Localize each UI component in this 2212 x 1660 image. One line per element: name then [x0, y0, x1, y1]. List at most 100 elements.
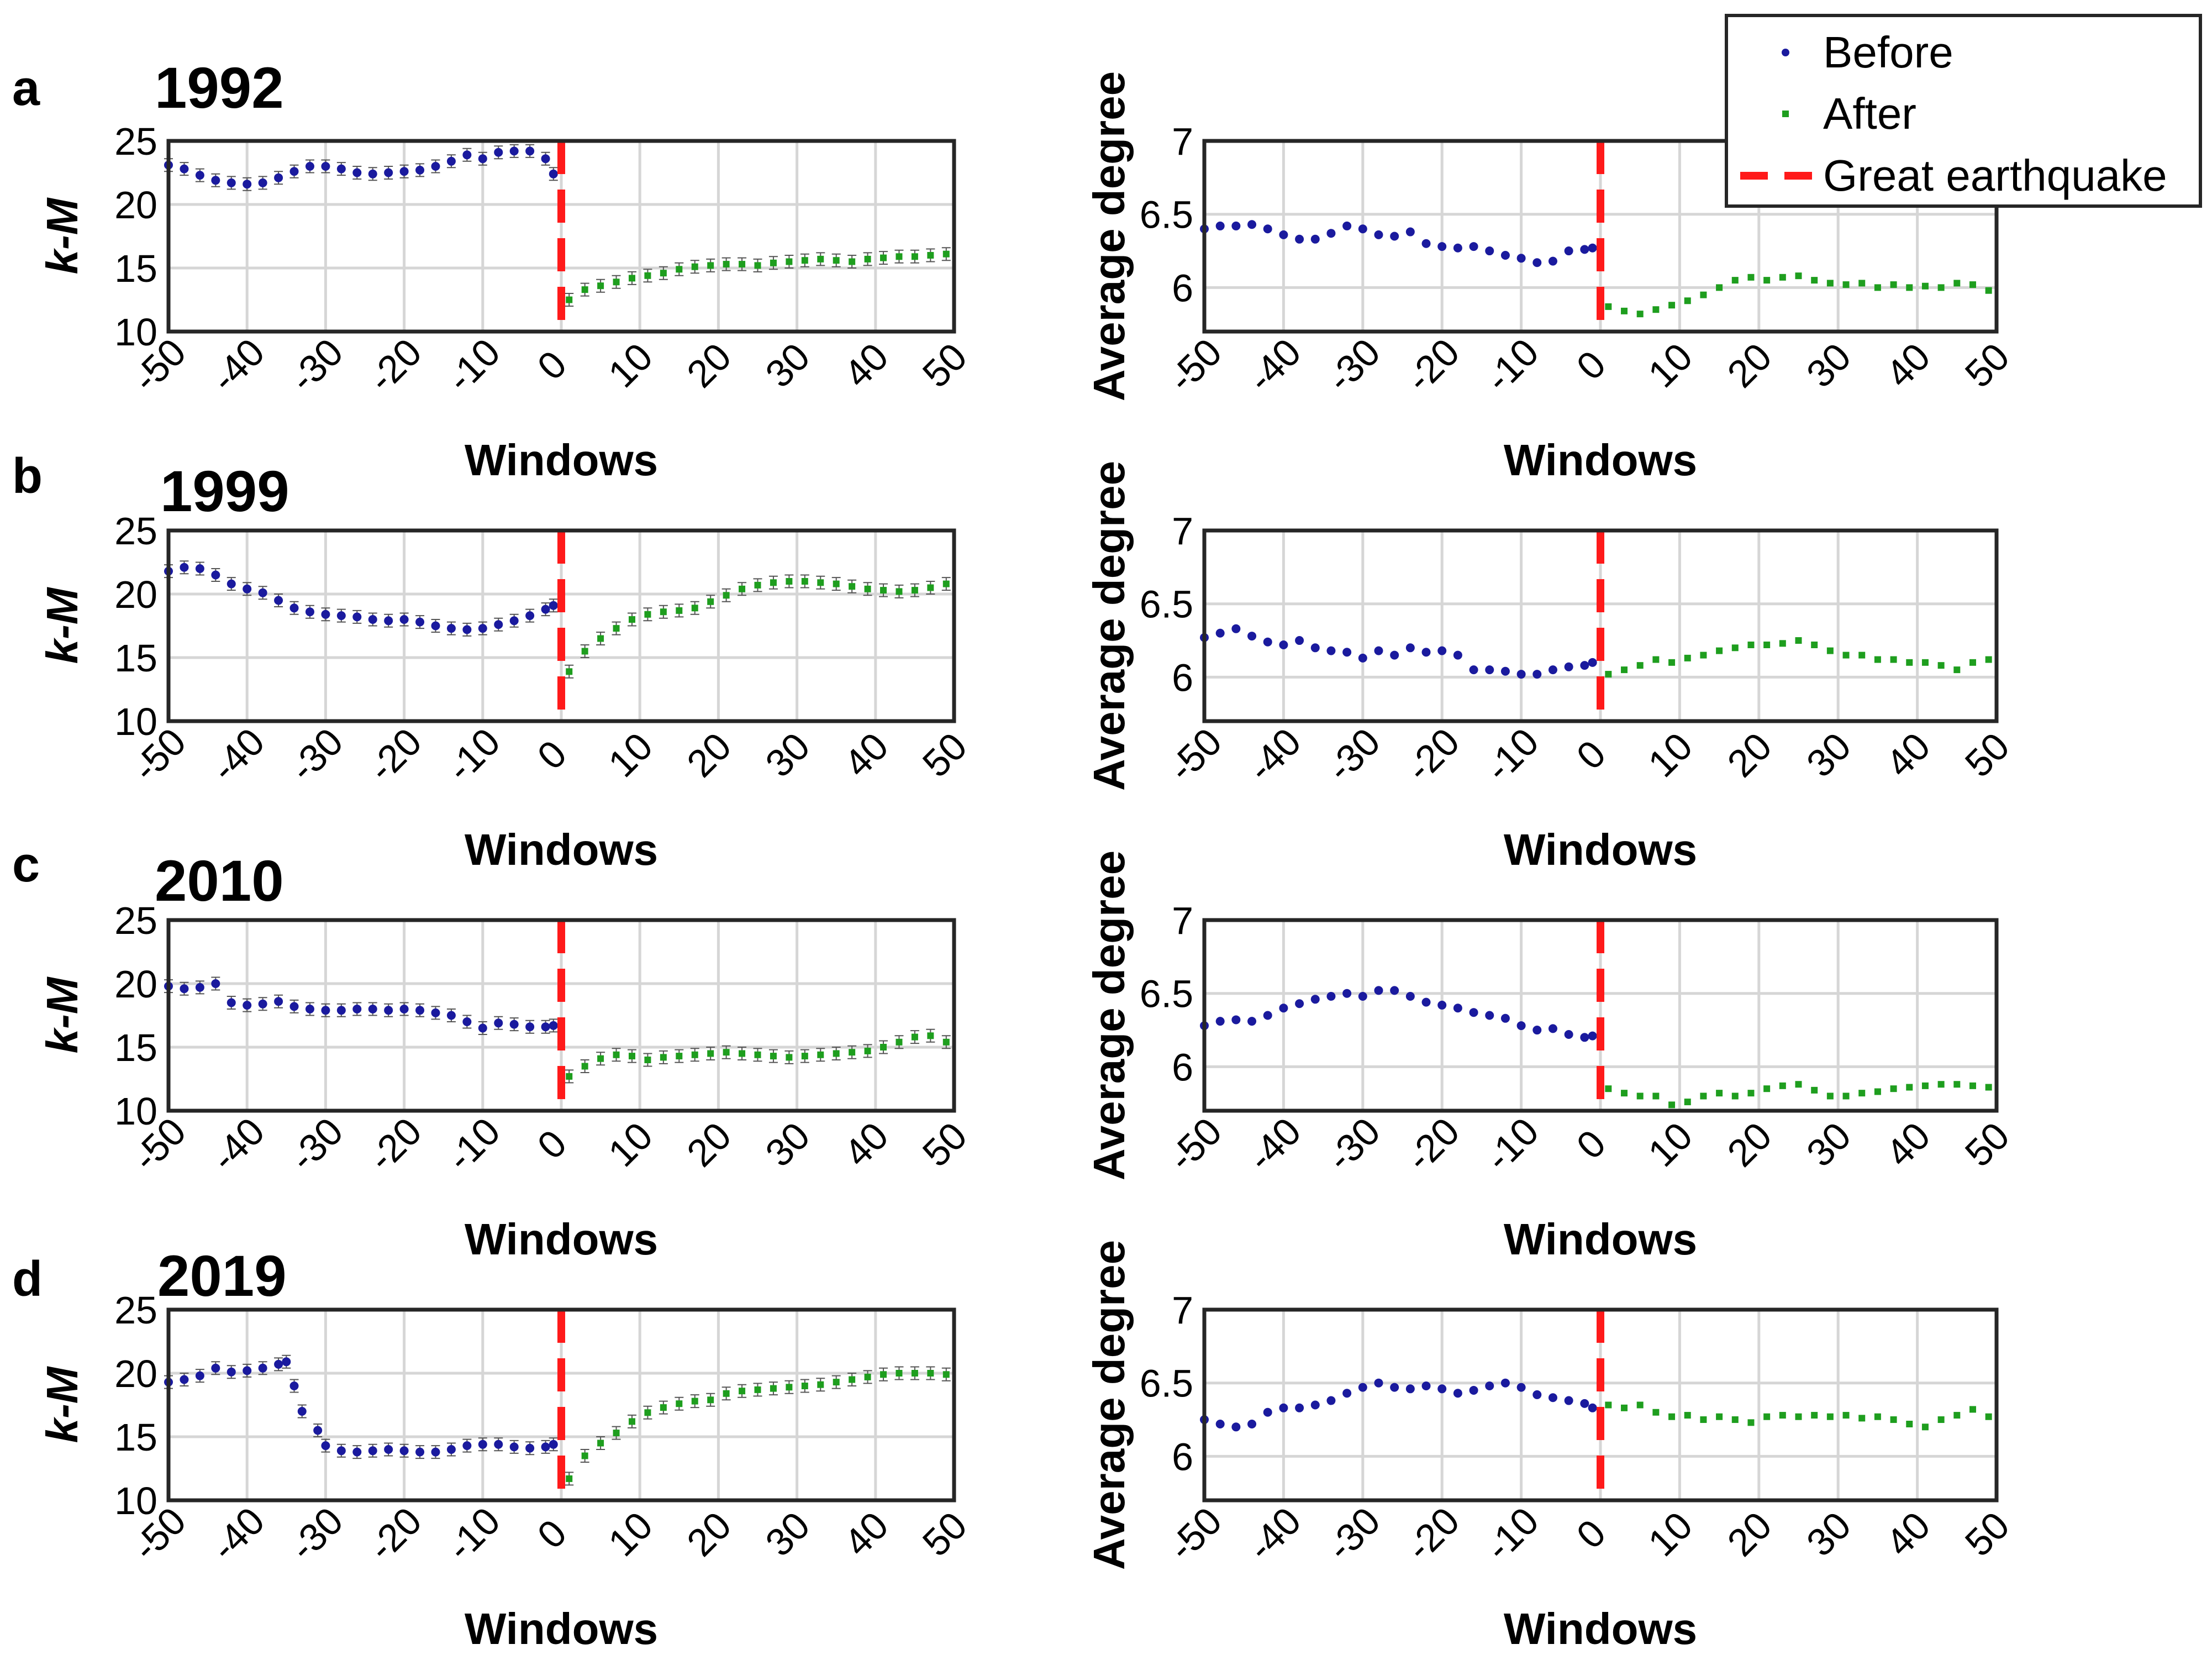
before-point [478, 1440, 487, 1449]
after-point [660, 270, 667, 277]
after-point [864, 1047, 871, 1054]
after-point [1779, 1082, 1786, 1089]
before-point [1342, 989, 1352, 998]
before-point [258, 588, 267, 597]
before-point [289, 1381, 299, 1390]
before-point [313, 1426, 323, 1435]
before-point [509, 146, 519, 156]
after-point [880, 587, 887, 594]
after-point [817, 1051, 824, 1058]
before-point [1564, 246, 1573, 256]
y-tick-label: 10 [114, 1090, 157, 1133]
before-point [541, 154, 550, 164]
after-point [1747, 1090, 1755, 1097]
before-point [195, 171, 204, 180]
before-point [446, 156, 456, 166]
before-point [352, 1005, 362, 1013]
after-point [817, 579, 824, 586]
before-point [1231, 221, 1241, 230]
after-point [676, 607, 683, 614]
panel-letter-b: b [12, 449, 43, 504]
after-point [628, 1418, 635, 1425]
after-point [754, 1386, 761, 1393]
after-point [1906, 1084, 1913, 1091]
after-point [1731, 1416, 1739, 1423]
plot-frame [1202, 139, 1999, 334]
before-point [243, 584, 252, 593]
after-point [1811, 1412, 1818, 1419]
before-point [1421, 239, 1431, 248]
before-point [431, 621, 440, 631]
after-point [1858, 652, 1866, 659]
y-tick-label: 10 [114, 311, 157, 354]
before-point [1421, 648, 1431, 657]
after-point [786, 258, 793, 265]
after-point [1652, 1409, 1660, 1416]
after-point [1652, 306, 1660, 313]
before-point [336, 164, 346, 174]
after-point [1874, 656, 1881, 663]
before-point [446, 624, 456, 633]
after-point [1953, 1412, 1961, 1419]
before-point [541, 1442, 550, 1452]
before-point [321, 1441, 330, 1451]
before-point [478, 154, 487, 164]
before-point [1469, 665, 1478, 675]
y-tick-label: 6.5 [1140, 973, 1193, 1016]
before-point [509, 1020, 519, 1029]
before-point [211, 176, 220, 185]
after-point [644, 272, 651, 279]
before-point [227, 998, 236, 1007]
after-point [770, 1053, 777, 1060]
before-point [258, 999, 267, 1008]
after-point [927, 584, 934, 591]
x-axis-label: Windows [465, 435, 658, 485]
before-point [1564, 1396, 1573, 1405]
x-axis-label: Windows [1504, 1215, 1697, 1264]
after-point [1731, 1092, 1739, 1100]
after-point [1890, 656, 1897, 663]
after-point [1763, 1085, 1771, 1092]
plot-frame [1202, 1307, 1999, 1503]
after-point [1969, 659, 1976, 666]
before-point [1295, 999, 1304, 1008]
before-point [1231, 1422, 1241, 1432]
year-title-2010: 2010 [155, 849, 284, 913]
before-point [1295, 636, 1304, 645]
after-point [864, 585, 871, 592]
after-point [942, 580, 950, 587]
y-tick-label: 25 [114, 899, 157, 942]
before-point [227, 1367, 236, 1377]
after-point [754, 262, 761, 269]
after-point [833, 257, 840, 264]
before-point [1421, 997, 1431, 1007]
after-point [1700, 1092, 1707, 1100]
before-point [1374, 230, 1383, 239]
before-point [180, 984, 189, 994]
after-point [1842, 652, 1850, 659]
after-point [1826, 280, 1834, 287]
x-axis-label: Windows [465, 1215, 658, 1264]
before-point [305, 607, 314, 617]
before-point [321, 162, 330, 171]
before-point [1263, 224, 1272, 234]
after-point [1906, 284, 1913, 291]
before-point [415, 1006, 425, 1015]
after-point [691, 263, 698, 270]
after-point [942, 1371, 950, 1378]
y-tick-label: 7 [1172, 899, 1193, 942]
after-point [1921, 282, 1929, 290]
before-point [1215, 628, 1225, 638]
before-point [1405, 643, 1415, 653]
y-tick-label: 6 [1172, 266, 1193, 309]
after-point [1684, 654, 1691, 661]
before-point [1548, 1393, 1557, 1402]
before-point [1548, 1024, 1557, 1033]
before-point [321, 610, 330, 619]
after-point [1605, 671, 1612, 678]
before-point [289, 603, 299, 613]
after-point [880, 1371, 887, 1378]
after-point [927, 1032, 934, 1039]
before-point [1247, 1420, 1257, 1428]
before-point [227, 178, 236, 187]
